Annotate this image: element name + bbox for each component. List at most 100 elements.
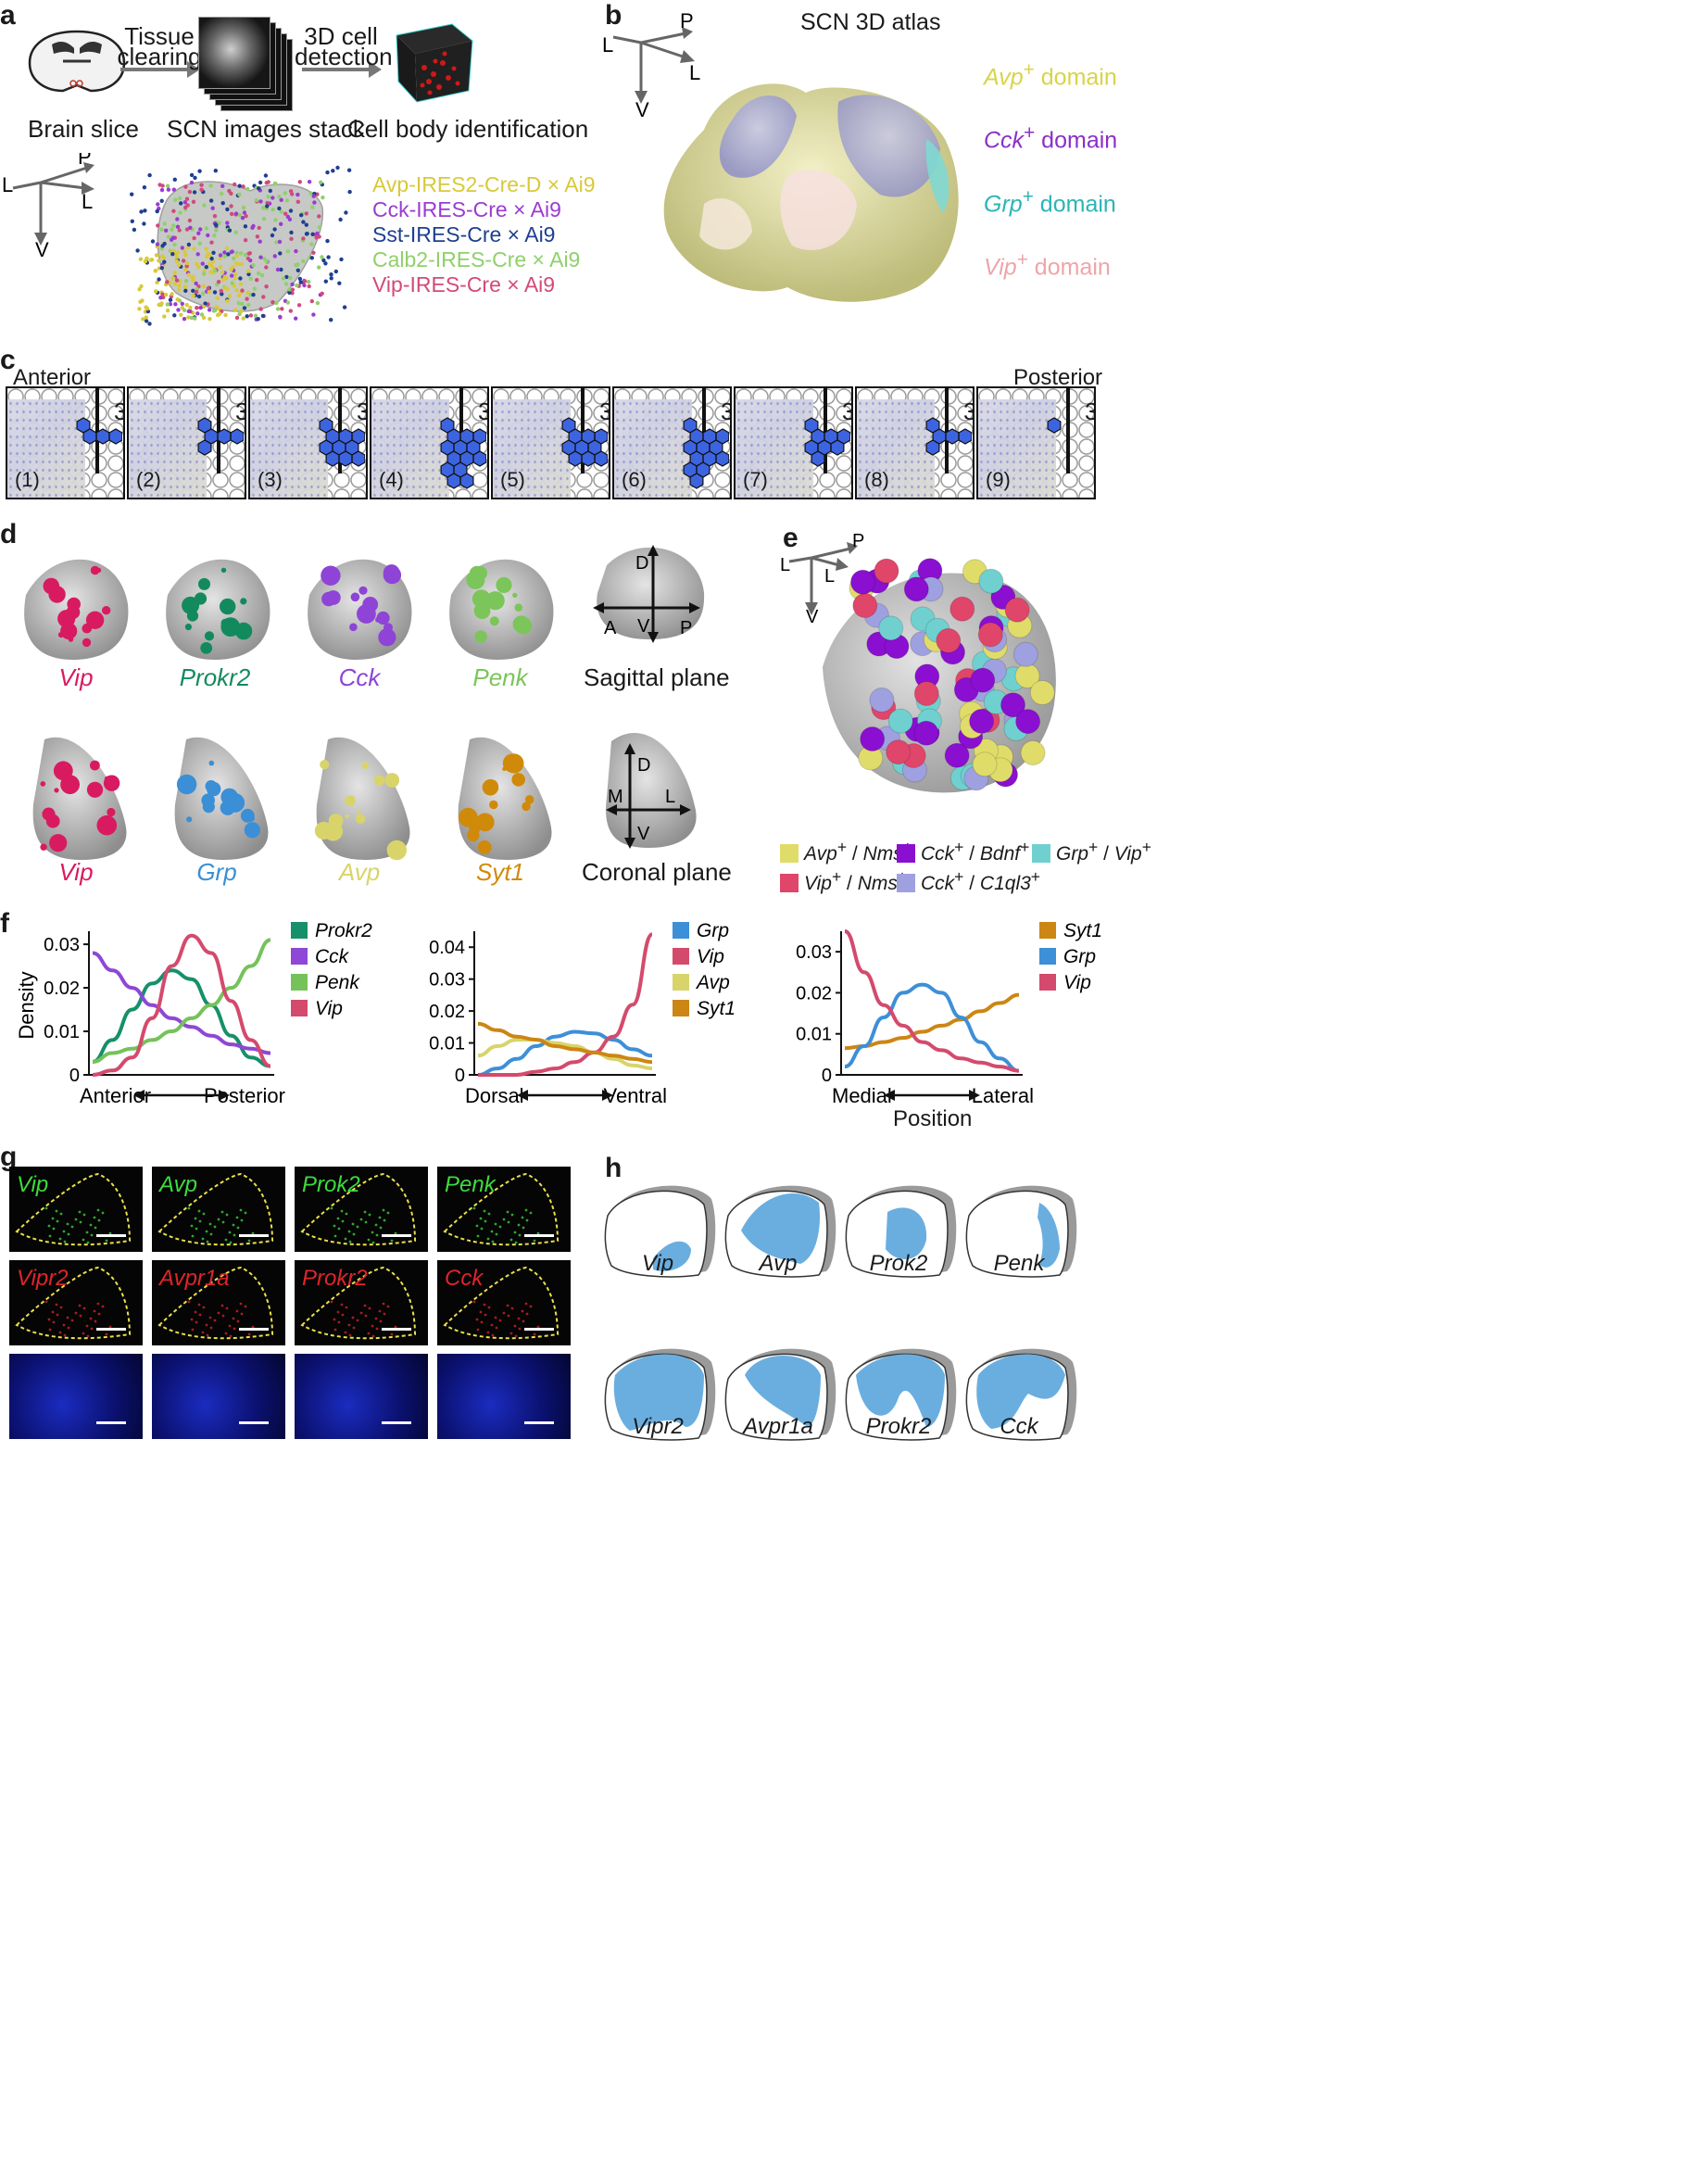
cluster-sphere: [850, 569, 875, 595]
cluster-legend-item: Grp+ / Vip+: [1032, 838, 1151, 865]
signal-dot: [351, 1316, 355, 1319]
signal-dot: [536, 1231, 540, 1235]
coronal-plane-caption: Coronal plane: [582, 858, 732, 886]
marker-dot: [247, 814, 255, 822]
sagittal-blob: [449, 559, 554, 660]
legend-label: Grp: [1063, 946, 1096, 967]
y-tick-label: 0.01: [796, 1025, 832, 1045]
sagittal-blob: [308, 559, 412, 660]
signal-dot: [356, 1319, 359, 1322]
cell-dot: [192, 235, 196, 241]
marker-dot: [512, 592, 518, 599]
cell-dot: [182, 284, 188, 289]
cell-dot: [319, 180, 323, 184]
cell-dot: [155, 280, 159, 284]
signal-dot: [79, 1314, 82, 1318]
marker-dot: [198, 577, 210, 590]
schematic-label: Cck: [1000, 1414, 1038, 1439]
cluster-sphere: [936, 627, 962, 653]
cell-dot: [290, 192, 295, 196]
cell-dot: [290, 282, 295, 287]
marker-dot: [459, 807, 478, 827]
cell-dot: [212, 290, 218, 295]
tissue-image: [614, 399, 692, 498]
cell-dot: [178, 210, 182, 215]
cell-dot: [183, 253, 188, 258]
cell-dot: [280, 307, 284, 311]
cell-dot: [246, 269, 251, 273]
signal-dot: [70, 1225, 74, 1229]
cell-dot: [173, 252, 178, 257]
cell-dot: [296, 199, 300, 204]
ventricle-wall: [1066, 388, 1070, 473]
signal-dot: [90, 1327, 94, 1331]
cell-dot: [135, 248, 140, 253]
signal-dot: [62, 1230, 66, 1233]
signal-dot: [236, 1226, 240, 1230]
ventricle-wall: [945, 388, 949, 473]
signal-dot: [509, 1332, 513, 1335]
cell-dot: [238, 251, 244, 256]
density-curve: [844, 992, 1020, 1051]
cell-dot: [258, 180, 263, 185]
marker-dot: [474, 630, 487, 643]
signal-dot: [394, 1231, 397, 1235]
marker-dot: [378, 628, 396, 647]
cell-dot: [243, 238, 248, 243]
scale-bar: [96, 1234, 126, 1237]
signal-dot: [89, 1317, 93, 1320]
marker-dot: [383, 564, 400, 581]
cell-dot: [196, 231, 201, 235]
cell-dot: [278, 314, 283, 320]
signal-dot: [85, 1324, 89, 1328]
cell-dot: [203, 301, 207, 306]
cell-dot: [159, 187, 165, 193]
arrow-clearing-label: Tissue clearing: [117, 22, 202, 70]
cell-dot: [272, 182, 277, 186]
cell-dot: [184, 196, 190, 201]
section-number: (6): [622, 468, 647, 491]
signal-dot: [517, 1223, 521, 1227]
legend-label: Syt1: [697, 998, 736, 1019]
cell-dot: [264, 265, 269, 270]
cell-dot: [172, 313, 177, 318]
signal-dot: [383, 1218, 386, 1222]
cell-dot: [289, 230, 294, 235]
signal-dot: [85, 1231, 89, 1234]
cell-dot: [179, 312, 183, 317]
cell-dot: [234, 315, 240, 321]
cell-dot: [220, 183, 225, 188]
micrograph-label: Penk: [445, 1172, 496, 1197]
marker-dot: [66, 605, 81, 620]
cell-dot: [156, 223, 160, 228]
cell-dot: [175, 297, 180, 302]
cell-dot: [331, 169, 335, 173]
section-frame: 3V (4): [370, 386, 489, 499]
section-frame: 3V (3): [248, 386, 368, 499]
marker-dot: [475, 813, 495, 832]
legend-swatch: [291, 948, 308, 965]
cell-dot: [192, 190, 197, 195]
legend-vip: Vip-IRES-Cre × Ai9: [372, 272, 556, 297]
cell-dot: [218, 253, 223, 258]
cell-dot: [311, 194, 316, 198]
legend-swatch: [673, 974, 689, 991]
panel-g-label: g: [0, 1142, 18, 1172]
svg-text:L: L: [602, 33, 613, 57]
section-number: (1): [15, 468, 40, 491]
signal-dot: [224, 1332, 228, 1335]
cell-dot: [181, 259, 186, 263]
cell-dot: [160, 183, 165, 188]
cell-dot: [191, 288, 195, 293]
y-tick-label: 0.02: [796, 983, 832, 1004]
signal-dot: [483, 1303, 486, 1307]
svg-text:V: V: [806, 607, 819, 623]
signal-dot: [201, 1331, 205, 1334]
signal-dot: [521, 1216, 524, 1219]
cell-dot: [226, 252, 231, 257]
cell-dot: [222, 285, 228, 290]
cell-dot: [230, 249, 234, 254]
signal-dot: [47, 1224, 51, 1228]
cluster-legend-item: Cck+ / C1ql3+: [897, 867, 1040, 895]
signal-dot: [507, 1314, 510, 1318]
